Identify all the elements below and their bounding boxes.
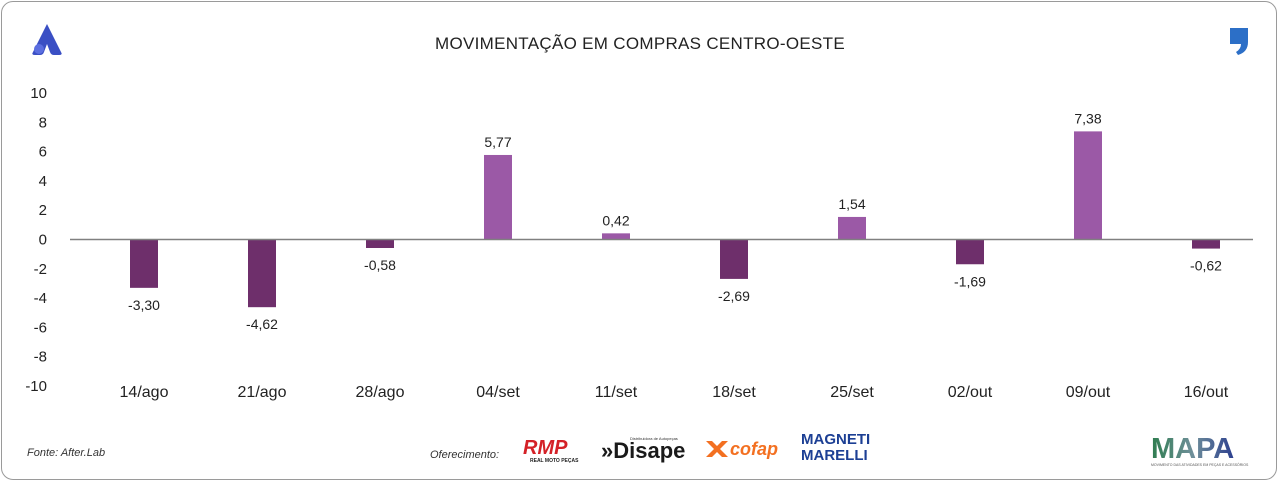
marelli-logo-text: MARELLI	[801, 447, 868, 464]
y-tick-label: 2	[39, 202, 47, 219]
value-label: -0,62	[1190, 258, 1222, 274]
x-tick-label: 02/out	[948, 384, 993, 401]
y-tick-label: -2	[34, 261, 47, 278]
cofap-logo-icon: cofap	[704, 437, 796, 466]
bar-09/out	[1074, 131, 1102, 240]
x-tick-label: 09/out	[1066, 384, 1111, 401]
x-tick-label: 04/set	[476, 384, 520, 401]
y-tick-label: 4	[39, 173, 47, 190]
mapa-logo-icon: MAPA MOVIMENTO DAS ATIVIDADES EM PEÇAS E…	[1150, 432, 1250, 475]
value-label: 5,77	[484, 134, 511, 150]
bar-11/set	[602, 233, 630, 240]
x-axis-labels: 14/ago 21/ago 28/ago 04/set 11/set 18/set 25/s…	[120, 384, 1229, 401]
bar-21/ago	[248, 239, 276, 308]
bar-18/set	[720, 239, 748, 279]
value-label: -2,69	[718, 288, 750, 304]
value-label: 1,54	[838, 196, 865, 212]
value-label: 0,42	[602, 212, 629, 228]
value-label: 7,38	[1074, 110, 1101, 126]
x-tick-label: 14/ago	[120, 384, 169, 401]
value-label: -3,30	[128, 297, 160, 313]
x-tick-label: 21/ago	[238, 384, 287, 401]
bar-28/ago	[366, 239, 394, 248]
sponsor-label: Oferecimento:	[430, 449, 500, 461]
bar-25/set	[838, 216, 866, 240]
bar-04/set	[484, 154, 512, 240]
disape-logo-icon: Distribuidora de Autopeças »Disape	[600, 434, 694, 469]
disape-logo-tagline: Distribuidora de Autopeças	[630, 436, 678, 441]
rmp-logo-subtitle: REAL MOTO PEÇAS	[530, 458, 579, 464]
disape-logo-text: »Disape	[601, 438, 685, 463]
y-tick-label: -10	[25, 378, 47, 395]
y-tick-label: 10	[30, 85, 47, 102]
bar-16/out	[1192, 239, 1220, 249]
value-label: -1,69	[954, 273, 986, 289]
x-tick-label: 28/ago	[356, 384, 405, 401]
y-tick-label: -4	[34, 290, 47, 307]
magneti-marelli-logo-icon: MAGNETI MARELLI	[800, 430, 870, 469]
y-tick-label: 0	[39, 232, 47, 249]
y-tick-label: -8	[34, 349, 47, 366]
y-tick-label: -6	[34, 319, 47, 336]
bar-series	[130, 131, 1220, 308]
rmp-logo-text: RMP	[523, 437, 568, 459]
x-tick-label: 18/set	[712, 384, 756, 401]
chart-title: MOVIMENTAÇÃO EM COMPRAS CENTRO-OESTE	[434, 34, 845, 53]
value-label: -0,58	[364, 257, 396, 273]
mapa-logo-subtitle: MOVIMENTO DAS ATIVIDADES EM PEÇAS E ACES…	[1151, 462, 1249, 467]
value-labels: -3,30 -4,62 -0,58 5,77 0,42 -2,69 1,54 -1,69 7,3…	[128, 110, 1222, 332]
cofap-logo-text: cofap	[730, 439, 778, 459]
y-tick-label: 8	[39, 114, 47, 131]
value-label: -4,62	[246, 316, 278, 332]
rmp-logo-icon: RMP REAL MOTO PEÇAS	[522, 436, 592, 469]
brand-logo-icon	[30, 22, 64, 61]
x-tick-label: 16/out	[1184, 384, 1229, 401]
y-axis-ticks: 10 8 6 4 2 0 -2 -4 -6 -8 -10	[25, 85, 47, 395]
x-tick-label: 25/set	[830, 384, 874, 401]
y-tick-label: 6	[39, 144, 47, 161]
source-note: Fonte: After.Lab	[27, 447, 106, 459]
magneti-logo-text: MAGNETI	[801, 431, 870, 448]
quote-mark-icon	[1226, 26, 1252, 61]
mapa-logo-text: MAPA	[1151, 433, 1234, 465]
bar-02/out	[956, 239, 984, 265]
bar-14/ago	[130, 239, 158, 288]
x-tick-label: 11/set	[595, 384, 638, 401]
